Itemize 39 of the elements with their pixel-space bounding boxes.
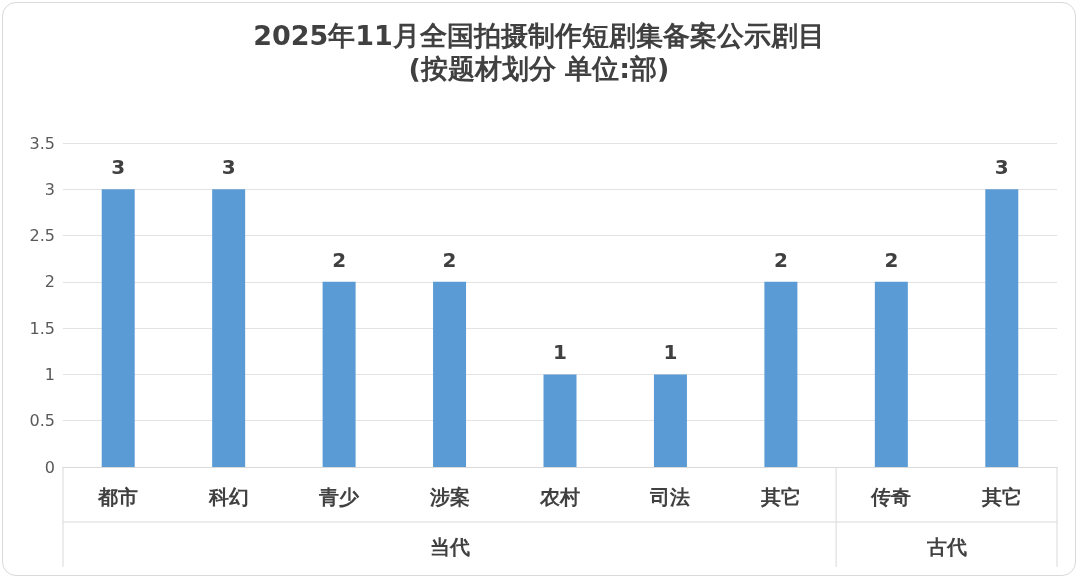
- data-label: 3: [221, 155, 236, 180]
- data-label: 2: [332, 247, 347, 272]
- bar: [322, 281, 356, 467]
- chart-title: 2025年11月全国拍摄制作短剧集备案公示剧目: [253, 20, 825, 51]
- text: 当代: [429, 535, 470, 559]
- bar: [764, 281, 798, 467]
- x-tick-label: 都市: [97, 485, 139, 509]
- bar: [653, 374, 687, 467]
- y-tick-label: 1: [44, 364, 55, 384]
- x-tick-label: 农村: [539, 485, 580, 509]
- x-tick-label: 传奇: [870, 485, 912, 509]
- x-tick-label: 其它: [980, 485, 1022, 509]
- bar: [101, 189, 135, 467]
- y-tick-label: 3.5: [29, 133, 55, 153]
- text: 古代: [925, 535, 967, 559]
- y-tick-label: 0.5: [29, 411, 55, 431]
- y-tick-label: 1.5: [29, 318, 55, 338]
- y-tick-label: 3: [44, 179, 55, 199]
- x-tick-label: 科幻: [207, 485, 249, 509]
- bar: [874, 281, 908, 467]
- y-tick-label: 2: [44, 272, 55, 292]
- data-label: 2: [442, 247, 457, 272]
- x-tick-label: 青少: [318, 485, 361, 509]
- data-label: 1: [553, 340, 567, 365]
- data-label: 2: [884, 247, 899, 272]
- x-tick-label: 其它: [759, 485, 801, 509]
- y-tick-label: 2.5: [29, 226, 55, 246]
- bar: [433, 281, 467, 467]
- bar: [212, 189, 246, 467]
- bar: [985, 189, 1019, 467]
- data-label: 3: [111, 155, 126, 180]
- chart-subtitle: (按题材划分 单位:部): [408, 53, 670, 84]
- bar: [543, 374, 577, 467]
- data-label: 1: [663, 340, 678, 365]
- data-label: 3: [994, 155, 1009, 180]
- x-tick-label: 司法: [649, 485, 691, 509]
- x-tick-label: 涉案: [428, 485, 470, 509]
- y-tick-label: 0: [44, 457, 55, 477]
- data-label: 2: [773, 247, 788, 272]
